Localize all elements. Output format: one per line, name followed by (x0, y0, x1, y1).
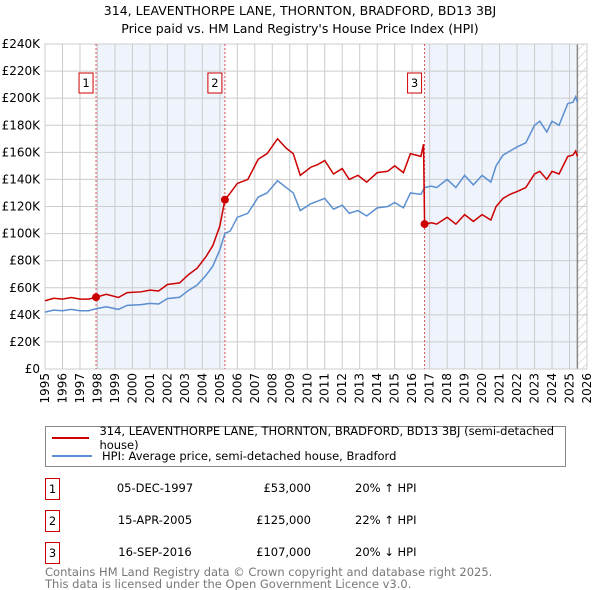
y-tick-label: £160K (2, 145, 42, 159)
y-tick-label: £240K (2, 37, 42, 51)
transaction-number: 1 (45, 478, 60, 500)
sale-label: 2 (211, 76, 218, 90)
x-tick-label: 2005 (213, 373, 227, 404)
sale-label-box (407, 72, 423, 94)
x-tick-label: 2025 (563, 373, 577, 404)
x-tick-label: 2018 (440, 373, 454, 404)
legend-swatch-blue (52, 455, 92, 457)
y-tick-label: £60K (9, 281, 41, 295)
legend-label: 314, LEAVENTHORPE LANE, THORNTON, BRADFO… (99, 424, 555, 452)
transaction-hpi: 22% ↑ HPI (355, 513, 417, 527)
x-tick-label: 2000 (125, 373, 139, 404)
x-tick-label: 1996 (55, 373, 69, 404)
plot-border (44, 43, 588, 370)
transaction-number: 3 (45, 542, 60, 564)
legend: 314, LEAVENTHORPE LANE, THORNTON, BRADFO… (45, 424, 566, 467)
x-tick-label: 2024 (545, 373, 559, 404)
x-tick-label: 2011 (318, 373, 332, 404)
sale-label: 3 (411, 76, 418, 90)
x-tick-label: 2021 (493, 373, 507, 404)
x-tick-label: 1997 (73, 373, 87, 404)
y-tick-label: £40K (9, 308, 41, 322)
x-tick-label: 2015 (388, 373, 402, 404)
x-tick-label: 2013 (353, 373, 367, 404)
x-tick-label: 1998 (90, 373, 104, 404)
transaction-hpi: 20% ↓ HPI (355, 545, 417, 559)
price-line (44, 137, 579, 302)
x-tick-label: 2010 (300, 373, 314, 404)
x-tick-label: 2006 (230, 373, 244, 404)
x-tick-label: 2009 (283, 373, 297, 404)
x-tick-label: 2023 (528, 373, 542, 404)
legend-swatch-red (52, 437, 90, 439)
x-tick-label: 2002 (160, 373, 174, 404)
x-tick-label: 2008 (265, 373, 279, 404)
x-tick-label: 2001 (143, 373, 157, 404)
x-tick-label: 1995 (38, 373, 52, 404)
x-tick-label: 2020 (475, 373, 489, 404)
x-tick-label: 2007 (248, 373, 262, 404)
footer-licence: This data is licensed under the Open Gov… (45, 577, 412, 590)
legend-item-hpi: HPI: Average price, semi-detached house,… (52, 448, 396, 464)
x-tick-label: 2026 (580, 373, 594, 404)
sale-point (420, 220, 429, 229)
transaction-date: 16-SEP-2016 (118, 545, 192, 559)
sale-label: 1 (82, 76, 89, 90)
x-tick-label: 2016 (405, 373, 419, 404)
x-tick-label: 2022 (510, 373, 524, 404)
footer-copyright: Contains HM Land Registry data © Crown c… (45, 565, 493, 579)
x-tick-label: 2004 (195, 373, 209, 404)
transaction-row: 3 16-SEP-2016 £107,000 20% ↓ HPI (45, 542, 445, 564)
y-tick-label: £0 (25, 362, 40, 376)
y-tick-label: £80K (9, 254, 41, 268)
x-tick-label: 2014 (370, 373, 384, 404)
transaction-hpi: 20% ↑ HPI (355, 481, 417, 495)
x-tick-label: 2019 (458, 373, 472, 404)
y-tick-label: £180K (2, 118, 42, 132)
transaction-date: 05-DEC-1997 (116, 481, 194, 495)
sale-label-box (207, 72, 223, 94)
y-tick-label: £20K (9, 335, 41, 349)
legend-item-property: 314, LEAVENTHORPE LANE, THORNTON, BRADFO… (52, 424, 565, 452)
transaction-date: 15-APR-2005 (117, 513, 193, 527)
legend-label: HPI: Average price, semi-detached house,… (102, 449, 397, 463)
chart-subtitle: Price paid vs. HM Land Registry's House … (121, 21, 479, 36)
y-tick-label: £200K (2, 91, 42, 105)
transaction-price: £107,000 (256, 545, 311, 559)
sale-label-box (78, 72, 94, 94)
x-tick-label: 1999 (108, 373, 122, 404)
hpi-line (44, 94, 579, 313)
transaction-row: 1 05-DEC-1997 £53,000 20% ↑ HPI (45, 478, 445, 500)
transaction-price: £125,000 (256, 513, 311, 527)
x-tick-label: 2003 (178, 373, 192, 404)
x-tick-label: 2017 (423, 373, 437, 404)
y-tick-label: £120K (2, 200, 42, 214)
x-tick-label: 2012 (335, 373, 349, 404)
y-tick-label: £100K (2, 227, 42, 241)
sale-point (92, 293, 101, 302)
transaction-price: £53,000 (263, 481, 311, 495)
chart-title: 314, LEAVENTHORPE LANE, THORNTON, BRADFO… (103, 3, 497, 18)
y-tick-label: £220K (2, 64, 42, 78)
y-tick-label: £140K (2, 172, 42, 186)
transaction-row: 2 15-APR-2005 £125,000 22% ↑ HPI (45, 510, 445, 532)
price-chart: £0 £20K £40K £60K £80K £100K £120K £140K £160K £1… (2, 37, 594, 404)
sale-point (220, 195, 229, 204)
transaction-number: 2 (45, 510, 60, 532)
